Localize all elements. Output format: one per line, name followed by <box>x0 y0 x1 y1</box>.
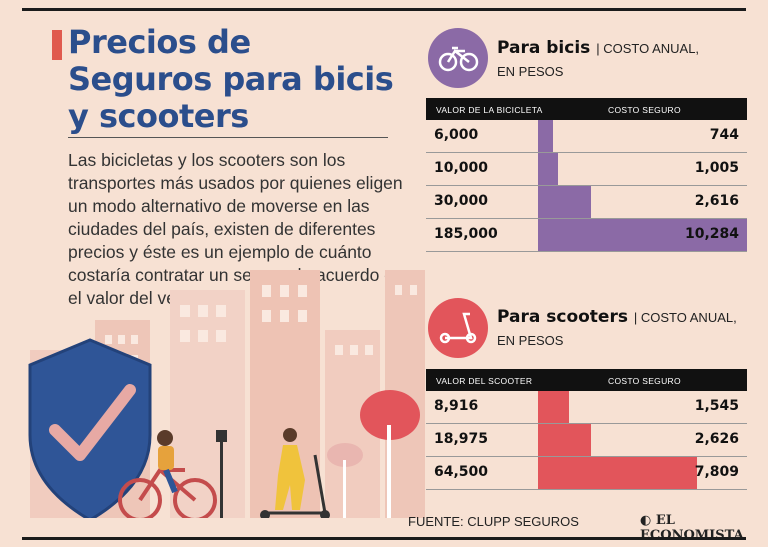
category-label: 64,500 <box>434 464 489 480</box>
bar <box>538 457 697 489</box>
category-label: 30,000 <box>434 193 489 209</box>
bicis-col-value: VALOR DE LA BICICLETA <box>436 105 543 115</box>
bicis-rows: 6,000 744 10,000 1,005 30,000 2,616 185,000 10,… <box>426 120 747 252</box>
bar <box>538 153 559 185</box>
table-row: 10,000 1,005 <box>426 153 747 186</box>
table-row: 8,916 1,545 <box>426 391 747 424</box>
scooters-col-value: VALOR DEL SCOOTER <box>436 376 533 386</box>
title-divider <box>68 137 388 138</box>
category-label: 18,975 <box>434 431 489 447</box>
category-label: 6,000 <box>434 127 479 143</box>
bicis-subtitle: | COSTO ANUAL, <box>596 41 700 56</box>
checkmark-icon <box>49 384 136 461</box>
top-rule <box>22 8 746 11</box>
category-label: 8,916 <box>434 398 479 414</box>
table-row: 64,500 7,809 <box>426 457 747 490</box>
bar <box>538 219 747 251</box>
scooters-subtitle: | COSTO ANUAL, <box>633 310 737 325</box>
scooters-table: VALOR DEL SCOOTER COSTO SEGURO 8,916 1,54… <box>426 369 747 490</box>
value-label: 1,545 <box>694 398 739 414</box>
cyclist-illustration <box>118 430 217 522</box>
table-row: 18,975 2,626 <box>426 424 747 457</box>
bicis-subtitle-units: EN PESOS <box>497 64 564 79</box>
value-label: 10,284 <box>684 226 739 242</box>
bicis-title: Para bicis <box>497 38 591 58</box>
source-note: FUENTE: CLUPP SEGUROS <box>408 514 579 529</box>
scooter-icon <box>428 298 488 358</box>
bicis-col-cost: COSTO SEGURO <box>608 105 681 115</box>
bicis-section-title: Para bicis | COSTO ANUAL, <box>497 38 699 58</box>
scooters-rows: 8,916 1,545 18,975 2,626 64,500 7,809 <box>426 391 747 490</box>
bicis-table: VALOR DE LA BICICLETA COSTO SEGURO 6,000… <box>426 98 747 252</box>
page-title: Precios de Seguros para bicis y scooters <box>68 23 394 135</box>
intro-text: Las bicicletas y los scooters son los tr… <box>68 150 413 308</box>
bar <box>538 391 570 423</box>
value-label: 744 <box>709 127 739 143</box>
trees-illustration <box>327 390 420 520</box>
lamp-post <box>220 440 223 520</box>
value-label: 7,809 <box>694 464 739 480</box>
value-label: 1,005 <box>694 160 739 176</box>
bicis-table-header: VALOR DE LA BICICLETA COSTO SEGURO <box>426 98 747 120</box>
bar <box>538 186 592 218</box>
bottom-rule <box>22 537 746 540</box>
ground <box>0 518 425 540</box>
scooters-col-cost: COSTO SEGURO <box>608 376 681 386</box>
bar <box>538 120 554 152</box>
title-accent <box>52 30 62 60</box>
value-label: 2,616 <box>694 193 739 209</box>
bicycle-icon <box>428 28 488 88</box>
scooters-section-title: Para scooters | COSTO ANUAL, <box>497 307 737 327</box>
building <box>170 290 245 520</box>
scooters-subtitle-units: EN PESOS <box>497 333 564 348</box>
scooters-title: Para scooters <box>497 307 628 327</box>
value-label: 2,626 <box>694 431 739 447</box>
scooter-rider-illustration <box>260 428 330 520</box>
category-label: 185,000 <box>434 226 498 242</box>
city-illustration <box>0 270 425 540</box>
lamp-head <box>216 430 227 442</box>
table-row: 30,000 2,616 <box>426 186 747 219</box>
bar <box>538 424 592 456</box>
table-row: 185,000 10,284 <box>426 219 747 252</box>
category-label: 10,000 <box>434 160 489 176</box>
table-row: 6,000 744 <box>426 120 747 153</box>
scooters-table-header: VALOR DEL SCOOTER COSTO SEGURO <box>426 369 747 391</box>
